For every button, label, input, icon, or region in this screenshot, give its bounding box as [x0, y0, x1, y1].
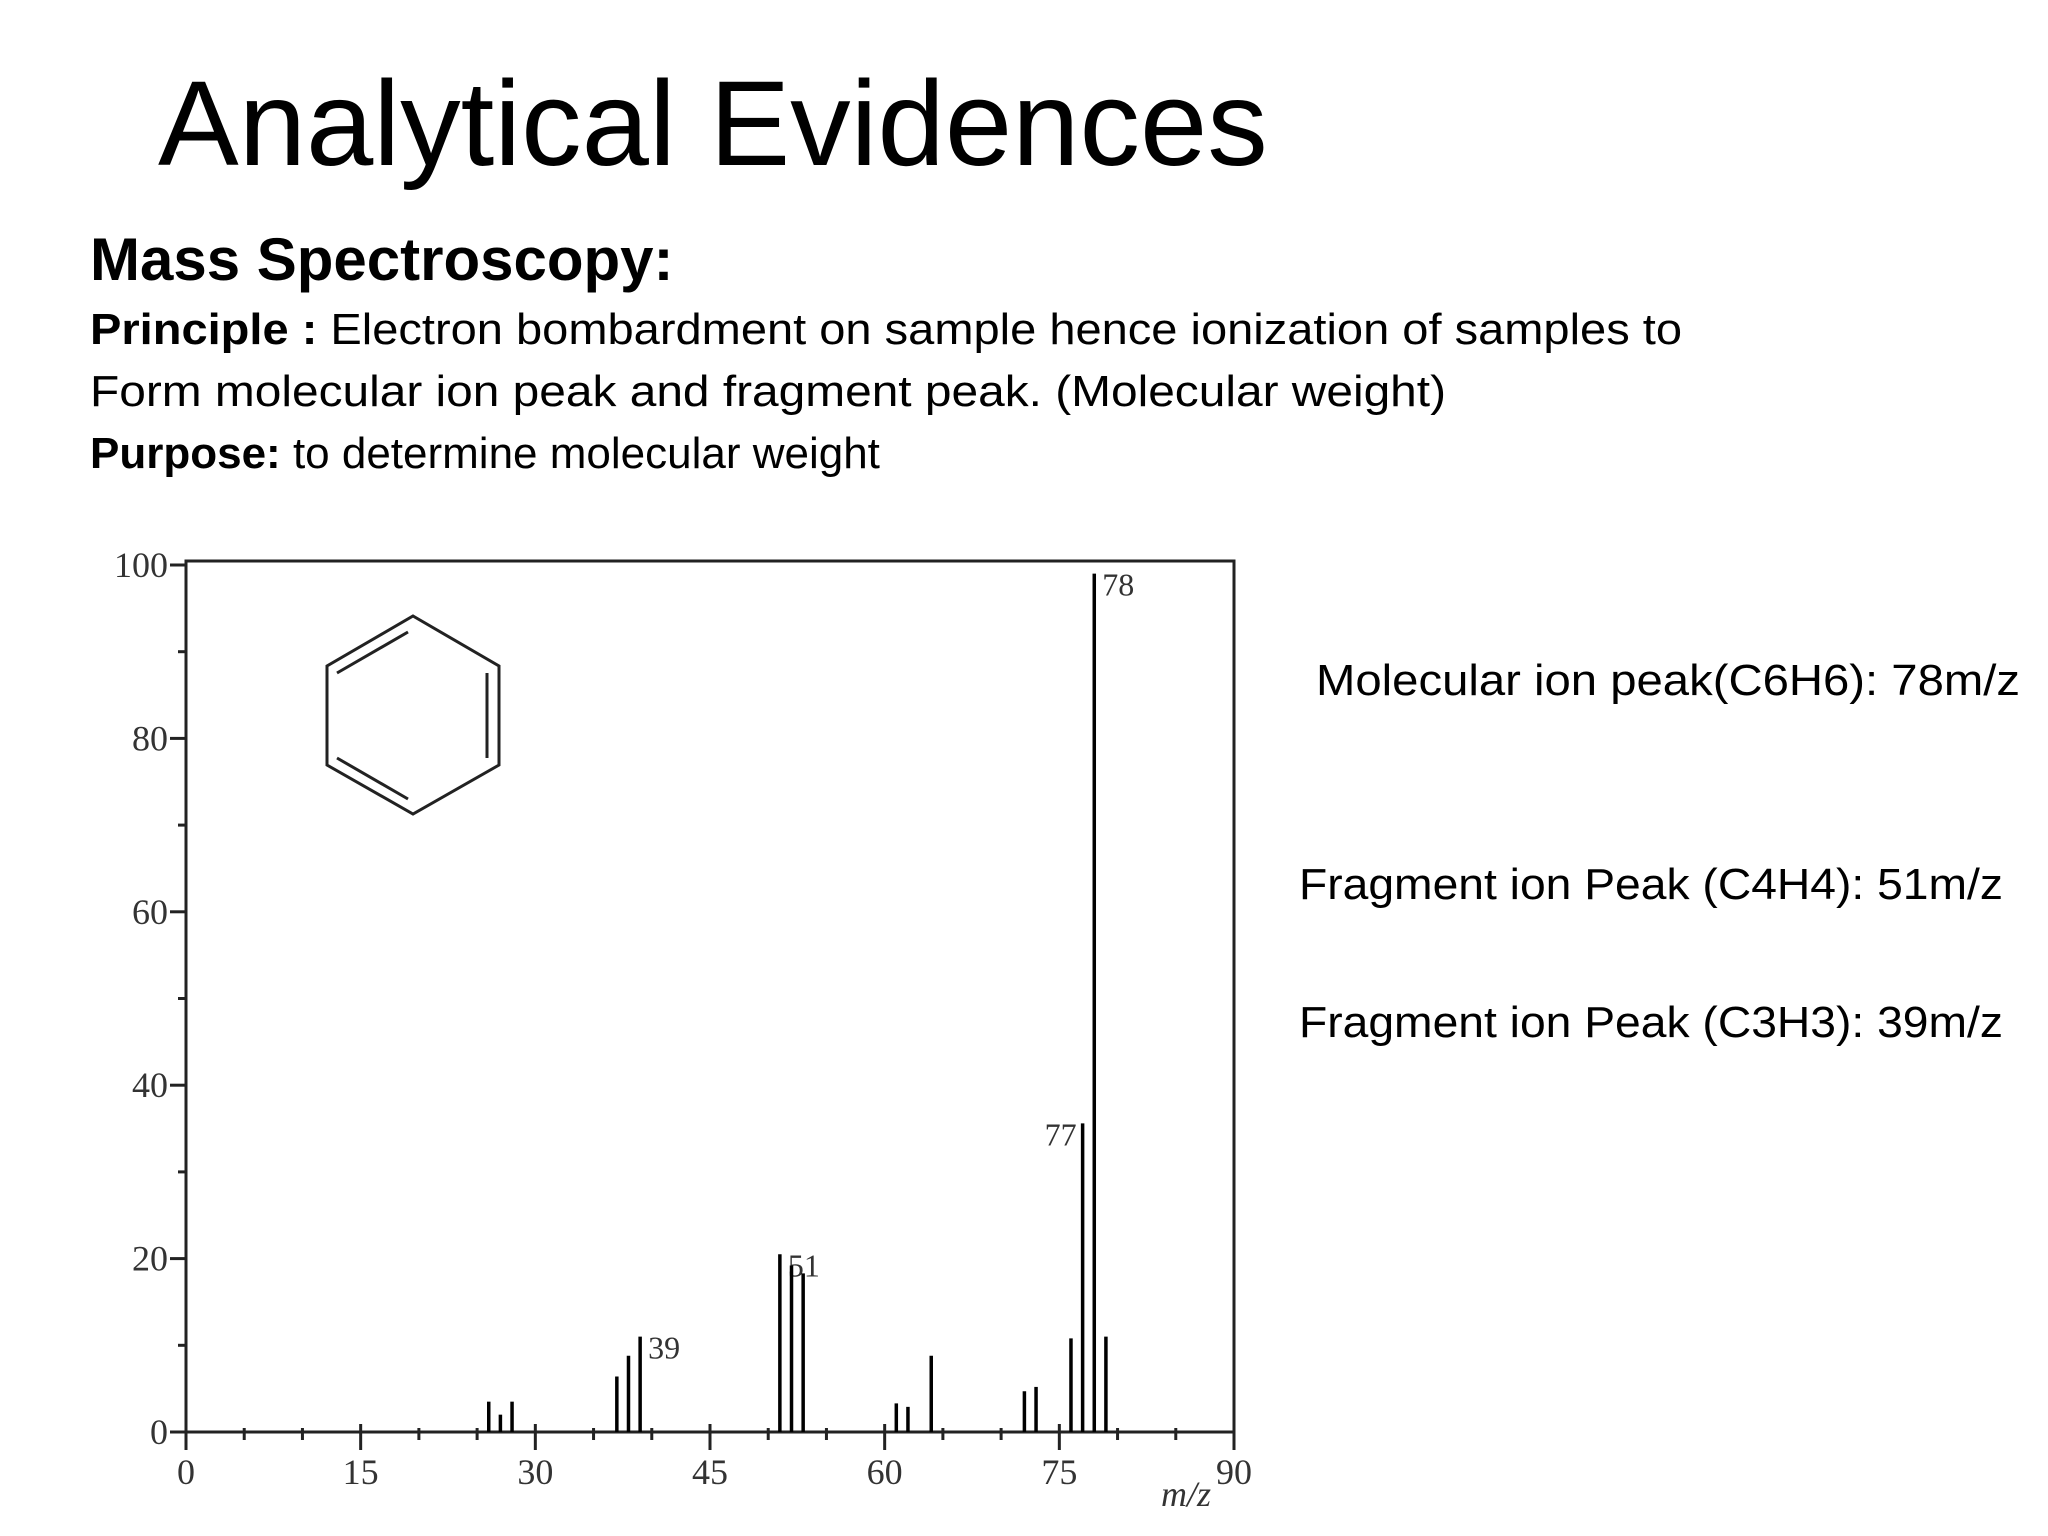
x-axis-label: m/z	[1161, 1474, 1211, 1514]
x-tick-label: 15	[343, 1452, 379, 1492]
peak-label: 77	[1045, 1116, 1077, 1152]
x-tick-label: 30	[517, 1452, 553, 1492]
peak-label: 39	[648, 1330, 680, 1366]
x-tick-label: 60	[867, 1452, 903, 1492]
y-tick-label: 60	[132, 892, 168, 932]
slide-title: Analytical Evidences	[158, 55, 1268, 191]
y-tick-label: 20	[132, 1239, 168, 1279]
peak-label: 78	[1102, 567, 1134, 603]
purpose-label: Purpose:	[90, 429, 281, 478]
y-tick-label: 40	[132, 1065, 168, 1105]
x-tick-label: 0	[177, 1452, 195, 1492]
x-tick-label: 90	[1216, 1452, 1252, 1492]
x-tick-label: 45	[692, 1452, 728, 1492]
benzene-structure	[325, 614, 501, 816]
annotation: Fragment ion Peak (C3H3): 39m/z	[1299, 998, 2003, 1047]
x-tick-label: 75	[1041, 1452, 1077, 1492]
principle-text-2: Form molecular ion peak and fragment pea…	[90, 367, 1446, 416]
section-heading: Mass Spectroscopy:	[90, 226, 674, 293]
principle-line: Principle : Electron bombardment on samp…	[90, 305, 1682, 354]
y-tick-label: 80	[132, 718, 168, 758]
plot-frame	[184, 559, 1236, 1434]
principle-text: Electron bombardment on sample hence ion…	[330, 305, 1682, 354]
y-tick-label: 0	[150, 1412, 168, 1452]
purpose-line: Purpose: to determine molecular weight	[90, 429, 880, 478]
purpose-text: to determine molecular weight	[293, 429, 880, 478]
annotation: Molecular ion peak(C6H6): 78m/z	[1316, 656, 2020, 705]
y-tick-label: 100	[114, 545, 168, 585]
annotation: Fragment ion Peak (C4H4): 51m/z	[1299, 860, 2003, 909]
principle-label: Principle :	[90, 305, 317, 354]
